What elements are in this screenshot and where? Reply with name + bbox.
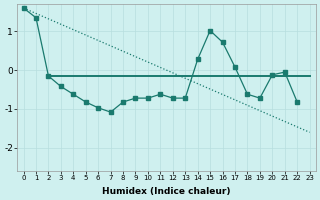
X-axis label: Humidex (Indice chaleur): Humidex (Indice chaleur) (102, 187, 231, 196)
